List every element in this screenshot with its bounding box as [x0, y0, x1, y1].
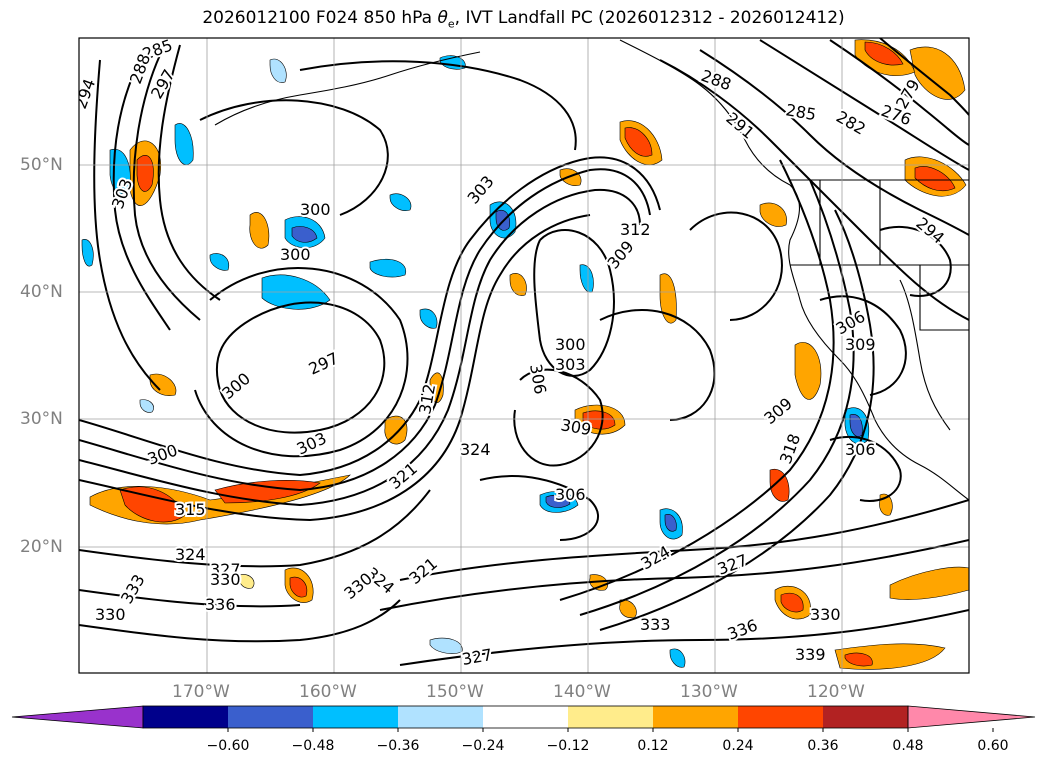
cold-patch: [81, 239, 94, 267]
warm-patch: [909, 46, 966, 100]
warm-patch: [559, 168, 582, 186]
colorbar-tick-label: −0.36: [376, 738, 420, 754]
cold-patch: [291, 226, 318, 243]
colorbar-segment: [738, 706, 823, 728]
cold-patch: [429, 637, 463, 654]
colorbar-segment: [568, 706, 653, 728]
contour-label: 333: [640, 615, 671, 634]
colorbar-tick-label: 0.24: [722, 738, 754, 754]
warm-patch: [149, 373, 177, 396]
warm-patch: [384, 415, 408, 445]
colorbar-tick-label: −0.24: [461, 738, 505, 754]
lat-label: 50°N: [20, 155, 63, 175]
colorbar-segment: [483, 706, 568, 728]
cold-patch: [669, 648, 686, 668]
contour-label: 312: [620, 220, 651, 239]
colorbar-extend-min: [11, 705, 144, 729]
warm-patch: [509, 273, 527, 296]
colorbar-segment: [823, 706, 908, 728]
contour-label: 330: [95, 605, 126, 624]
contour-label: 324: [460, 440, 491, 459]
warm-patch: [844, 652, 873, 667]
warm-patch: [914, 166, 956, 192]
colorbar-tick-label: 0.48: [892, 738, 924, 754]
warm-patch: [619, 599, 637, 618]
cold-patch: [209, 253, 230, 271]
colorbar-segment: [653, 706, 738, 728]
colorbar-extend-max: [907, 705, 1036, 729]
lat-label: 30°N: [20, 409, 63, 429]
colorbar-tick-label: −0.12: [546, 738, 590, 754]
colorbar-tick-label: 0.36: [807, 738, 839, 754]
contour-label: 336: [205, 595, 236, 614]
map-title: 2026012100 F024 850 hPa θe, IVT Landfall…: [202, 8, 845, 31]
warm-patch: [624, 127, 653, 157]
warm-patch: [659, 273, 677, 324]
warm-patch: [864, 41, 904, 66]
warm-patch: [794, 342, 822, 400]
cold-patch: [419, 308, 438, 329]
cold-patch: [664, 514, 677, 532]
warm-patch: [889, 566, 969, 600]
warm-patch: [119, 486, 186, 523]
cold-patch: [139, 399, 154, 413]
contour-label: 306: [555, 485, 586, 504]
colorbar-segment: [398, 706, 483, 728]
lon-label: 170°W: [172, 682, 230, 702]
cold-patch: [269, 58, 287, 83]
lon-label: 150°W: [426, 682, 484, 702]
contour-label: 327: [210, 560, 241, 579]
warm-patch: [136, 155, 154, 192]
lat-label: 20°N: [20, 537, 63, 557]
warm-patch: [780, 592, 804, 613]
contour-label: 330: [810, 605, 841, 624]
colorbar-tick-label: −0.48: [291, 738, 335, 754]
contour-label: 315: [175, 500, 206, 519]
lon-label: 160°W: [299, 682, 357, 702]
contour-label: 306: [845, 440, 876, 459]
warm-patch: [289, 576, 308, 598]
contour-label: 300: [555, 335, 586, 354]
colorbar-segment: [143, 706, 228, 728]
colorbar-outline: [142, 705, 909, 729]
cold-patch: [369, 258, 407, 278]
lat-label: 40°N: [20, 282, 63, 302]
contour-label: 339: [795, 645, 826, 664]
contour-label: 303: [555, 355, 586, 374]
colorbar-tick-label: 0.12: [637, 738, 669, 754]
contour-label: 309: [845, 335, 876, 354]
colorbar-tick-label: 0.60: [977, 738, 1009, 754]
warm-patch: [759, 202, 787, 227]
warm-patch: [249, 212, 270, 249]
graticule: [79, 38, 969, 673]
lon-label: 140°W: [553, 682, 611, 702]
contour-label: 300: [300, 200, 331, 219]
warm-patch: [239, 574, 255, 589]
colorbar-segment: [313, 706, 398, 728]
map-frame: [78, 37, 970, 674]
contour-label: 300: [280, 245, 311, 264]
cold-patch: [389, 193, 412, 211]
lon-label: 130°W: [680, 682, 738, 702]
colorbar-tick-label: −0.60: [206, 738, 250, 754]
colorbar-segment: [228, 706, 313, 728]
contour-label: 306: [845, 440, 876, 459]
contour-label: 330: [210, 570, 241, 589]
cold-patch: [545, 494, 571, 508]
cold-patch: [174, 123, 194, 166]
contour-label: 324: [175, 545, 206, 564]
warm-patch: [429, 372, 444, 403]
colorbar: [11, 705, 1036, 732]
theta-e-contours: [79, 38, 969, 666]
lon-label: 120°W: [807, 682, 865, 702]
